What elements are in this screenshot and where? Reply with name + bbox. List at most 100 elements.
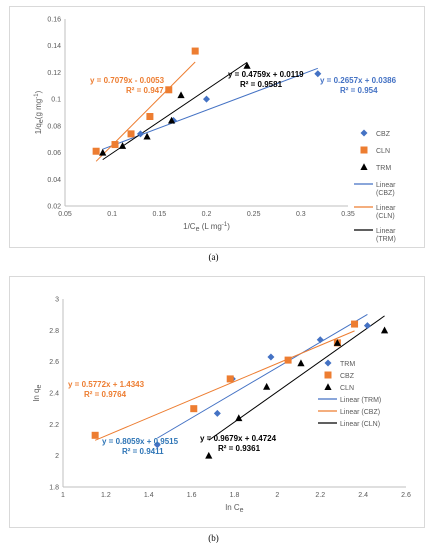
data-point-cbz	[284, 356, 292, 364]
data-point-cln	[146, 113, 154, 121]
y-tick-label: 0.08	[47, 123, 61, 130]
data-point-trm	[267, 353, 275, 361]
y-tick-label: 0.14	[47, 43, 61, 50]
r-squared-label: R² = 0.9581	[240, 80, 283, 89]
data-point-cln	[235, 414, 243, 422]
y-tick-label: 0.06	[47, 150, 61, 157]
data-point-trm	[316, 336, 324, 344]
data-point-trm	[99, 148, 107, 156]
equation-label: y = 0.8059x + 0.9515	[102, 437, 179, 446]
y-tick-label: 2.4	[49, 391, 59, 398]
data-point-cbz	[136, 130, 144, 138]
x-tick-label: 2.4	[358, 492, 368, 499]
legend-label: Linear	[376, 228, 396, 235]
data-point-cln	[205, 451, 213, 459]
y-tick-label: 1.8	[49, 485, 59, 492]
y-tick-label: 0.02	[47, 204, 61, 211]
x-tick-label: 0.15	[153, 211, 167, 218]
legend-label: CBZ	[340, 373, 355, 380]
y-tick-label: 2.8	[49, 328, 59, 335]
y-tick-label: 2.6	[49, 359, 59, 366]
data-point-cbz	[351, 320, 359, 328]
data-point-cln	[111, 141, 119, 149]
data-point-trm	[243, 61, 251, 69]
legend-label: Linear (CLN)	[340, 421, 380, 428]
data-point-trm	[363, 322, 371, 330]
data-point-trm	[143, 132, 151, 140]
chart-a: 0.05 0.1 0.15 0.2 0.25 0.3 0.35 0.02 0.04 0.06 0.0…	[34, 17, 397, 244]
trendline-2	[102, 61, 248, 161]
legend-label: Linear (TRM)	[340, 397, 381, 404]
data-point-trm	[118, 142, 127, 149]
legend-label: (CLN)	[376, 213, 395, 220]
x-axis-title: 1/Ce (L mg-1)	[183, 222, 230, 233]
y-axis-title: ln qe	[32, 385, 43, 402]
legend-marker-cln	[324, 383, 332, 390]
y-axis-title: 1/qe(g mg-1)	[34, 90, 45, 134]
equation-label: y = 0.7079x - 0.0053	[90, 76, 165, 85]
data-point-trm	[167, 116, 176, 124]
data-point-cbz	[226, 375, 234, 383]
y-tick-label: 3	[55, 297, 59, 304]
legend-label: Linear (CBZ)	[340, 409, 380, 416]
y-tick-label: 0.1	[51, 97, 61, 104]
y-tick-label: 2.2	[49, 422, 59, 429]
data-point-cbz	[203, 95, 210, 103]
legend-label: CLN	[340, 385, 354, 392]
data-point-cbz	[190, 405, 198, 413]
r-squared-label: R² = 0.9411	[122, 447, 164, 456]
x-tick-label: 1.8	[230, 492, 240, 499]
r-squared-label: R² = 0.947	[126, 86, 164, 95]
trendline-1	[94, 330, 355, 441]
y-tick-label: 2	[55, 453, 59, 460]
x-tick-label: 0.25	[247, 211, 261, 218]
data-point-cln	[380, 326, 389, 334]
y-tick-label: 0.16	[47, 17, 61, 24]
equation-label: y = 0.5772x + 1.4343	[68, 380, 145, 389]
data-point-trm	[153, 441, 161, 449]
x-axis-title: ln Ce	[225, 503, 243, 514]
equation-label: y = 0.2657x + 0.0386	[320, 76, 397, 85]
data-point-cln	[127, 130, 135, 138]
chart-a-frame: 0.05 0.1 0.15 0.2 0.25 0.3 0.35 0.02 0.04 0.06 0.0…	[9, 6, 425, 248]
r-squared-label: R² = 0.9361	[218, 444, 261, 453]
x-tick-label: 0.1	[107, 211, 117, 218]
x-tick-label: 0.2	[202, 211, 212, 218]
x-tick-label: 0.05	[58, 211, 72, 218]
data-point-cln	[92, 147, 100, 155]
x-tick-label: 1.2	[101, 492, 111, 499]
data-point-cln	[191, 47, 199, 55]
legend-label: TRM	[376, 165, 391, 172]
legend-marker-trm	[360, 163, 368, 170]
x-tick-label: 2	[275, 492, 279, 499]
x-tick-label: 0.3	[296, 211, 306, 218]
data-point-cbz	[91, 431, 99, 439]
x-tick-label: 1	[61, 492, 65, 499]
legend-marker-trm	[324, 359, 332, 367]
legend-label: TRM	[340, 361, 355, 368]
data-point-trm	[213, 409, 221, 417]
trendline-0	[157, 313, 368, 439]
legend-marker-cln	[360, 146, 368, 154]
y-tick-label: 0.04	[47, 177, 61, 184]
data-point-trm	[177, 91, 185, 99]
r-squared-label: R² = 0.954	[340, 86, 378, 95]
x-tick-label: 2.6	[401, 492, 411, 499]
r-squared-label: R² = 0.9764	[84, 390, 127, 399]
x-tick-label: 2.2	[315, 492, 325, 499]
legend-label: CLN	[376, 148, 390, 155]
x-tick-label: 1.6	[187, 492, 197, 499]
data-point-cln	[297, 359, 305, 367]
legend-marker-cbz	[360, 129, 368, 137]
chart-b-frame: 1 1.2 1.4 1.6 1.8 2 2.2 2.4 2.6 1.8 2 2.2 2.4 2.6 2.8 3…	[9, 276, 425, 528]
x-tick-label: 1.4	[144, 492, 154, 499]
data-point-cln	[263, 382, 271, 390]
legend-marker-cbz	[324, 371, 332, 379]
y-tick-label: 0.12	[47, 70, 61, 77]
caption-a: (a)	[208, 252, 219, 262]
data-point-cln	[165, 86, 173, 94]
caption-b: (b)	[208, 533, 219, 543]
legend-label: Linear	[376, 205, 396, 212]
equation-label: y = 0.4759x + 0.0119	[228, 70, 304, 79]
data-point-cln	[333, 339, 341, 346]
